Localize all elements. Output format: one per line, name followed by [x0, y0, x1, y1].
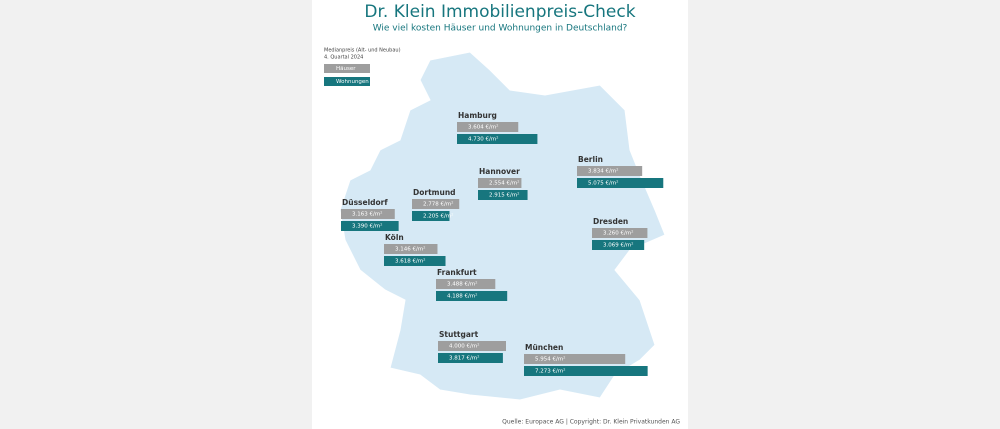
- apartments-label: 4.188 €/m²: [447, 293, 477, 300]
- houses-label: 3.834 €/m²: [588, 168, 618, 175]
- houses-bar: [412, 199, 460, 209]
- houses-bar: [341, 209, 395, 219]
- houses-label: 4.000 €/m²: [449, 343, 479, 350]
- cities: Hamburg 3.604 €/m² 4.730 €/m² Berlin 3.834 €…: [341, 111, 664, 376]
- city-name: Köln: [385, 233, 404, 242]
- apartments-bar: [436, 291, 508, 301]
- legend-swatch: [324, 64, 370, 73]
- city-name: Berlin: [578, 155, 603, 164]
- legend-title: Medianpreis (Alt- und Neubau): [324, 48, 401, 54]
- apartments-label: 3.390 €/m²: [352, 223, 382, 230]
- apartments-label: 2.915 €/m²: [489, 192, 519, 199]
- city-name: Hannover: [479, 167, 520, 176]
- title: Dr. Klein Immobilienpreis-Check: [364, 2, 635, 22]
- houses-bar: [577, 166, 643, 176]
- houses-label: 3.488 €/m²: [447, 281, 477, 288]
- apartments-label: 3.069 €/m²: [603, 242, 633, 249]
- apartments-bar: [438, 353, 503, 363]
- footer: Quelle: Europace AG | Copyright: Dr. Kle…: [502, 419, 680, 426]
- apartments-bar: [592, 240, 645, 250]
- city-name: Dortmund: [413, 188, 456, 197]
- apartments-bar: [577, 178, 664, 188]
- subtitle: Wie viel kosten Häuser und Wohnungen in …: [373, 24, 628, 34]
- houses-bar: [436, 279, 496, 289]
- houses-bar: [524, 354, 626, 364]
- apartments-bar: [478, 190, 528, 200]
- houses-bar: [384, 244, 438, 254]
- apartments-label: 3.618 €/m²: [395, 258, 425, 265]
- city-name: München: [525, 343, 563, 352]
- houses-label: 5.954 €/m²: [535, 356, 565, 363]
- houses-bar: [457, 122, 519, 132]
- apartments-label: 3.817 €/m²: [449, 355, 479, 362]
- legend: Häuser Wohnungen: [324, 64, 370, 86]
- houses-label: 3.260 €/m²: [603, 230, 633, 237]
- apartments-bar: [412, 211, 450, 221]
- apartments-bar: [524, 366, 648, 376]
- city-name: Düsseldorf: [342, 198, 388, 207]
- city-name: Stuttgart: [439, 330, 479, 339]
- legend-label: Wohnungen: [336, 79, 369, 85]
- apartments-label: 5.075 €/m²: [588, 180, 618, 187]
- city-name: Hamburg: [458, 111, 497, 120]
- apartments-bar: [457, 134, 538, 144]
- houses-bar: [478, 178, 522, 188]
- apartments-label: 2.205 €/m²: [423, 213, 453, 220]
- apartments-bar: [341, 221, 399, 231]
- houses-label: 3.163 €/m²: [352, 211, 382, 218]
- legend-label: Häuser: [336, 66, 356, 72]
- houses-bar: [438, 341, 506, 351]
- houses-label: 3.146 €/m²: [395, 246, 425, 253]
- apartments-bar: [384, 256, 446, 266]
- houses-label: 3.604 €/m²: [468, 124, 498, 131]
- houses-bar: [592, 228, 648, 238]
- legend-swatch: [324, 77, 370, 86]
- city-name: Frankfurt: [437, 268, 477, 277]
- city-name: Dresden: [593, 217, 628, 226]
- legend-period: 4. Quartal 2024: [324, 55, 363, 61]
- apartments-label: 4.730 €/m²: [468, 136, 498, 143]
- houses-label: 2.554 €/m²: [489, 180, 519, 187]
- houses-label: 2.778 €/m²: [423, 201, 453, 208]
- apartments-label: 7.273 €/m²: [535, 368, 565, 375]
- germany-map: [339, 51, 666, 401]
